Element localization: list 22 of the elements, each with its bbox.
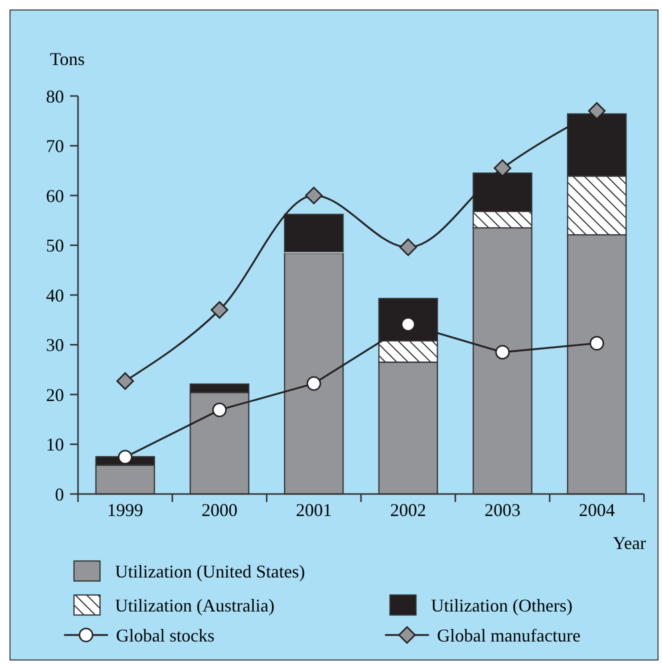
y-tick-label: 70	[46, 136, 64, 156]
x-axis-title: Year	[612, 533, 646, 553]
y-tick-label: 50	[46, 236, 64, 256]
y-tick-label: 60	[46, 186, 64, 206]
x-tick-label: 2002	[390, 500, 426, 520]
x-tick-label: 2004	[578, 500, 615, 520]
legend-label: Utilization (Australia)	[115, 595, 274, 616]
y-tick-label: 30	[46, 335, 64, 356]
legend-label: Global stocks	[116, 625, 214, 646]
x-tick-label: 2003	[484, 500, 520, 520]
y-tick-label: 10	[46, 434, 64, 455]
x-tick-label: 2001	[296, 500, 332, 520]
legend-label: Utilization (United States)	[115, 561, 305, 582]
legend-label: Utilization (Others)	[431, 595, 572, 616]
x-tick-label: 2000	[202, 500, 238, 520]
y-axis-title: Tons	[50, 49, 85, 69]
y-tick-label: 0	[55, 484, 64, 504]
x-tick-label: 1999	[107, 500, 144, 520]
y-tick-label: 40	[46, 285, 64, 306]
y-tick-label: 80	[46, 86, 64, 106]
y-tick-label: 20	[46, 384, 64, 405]
legend-label: Global manufacture	[437, 625, 580, 646]
